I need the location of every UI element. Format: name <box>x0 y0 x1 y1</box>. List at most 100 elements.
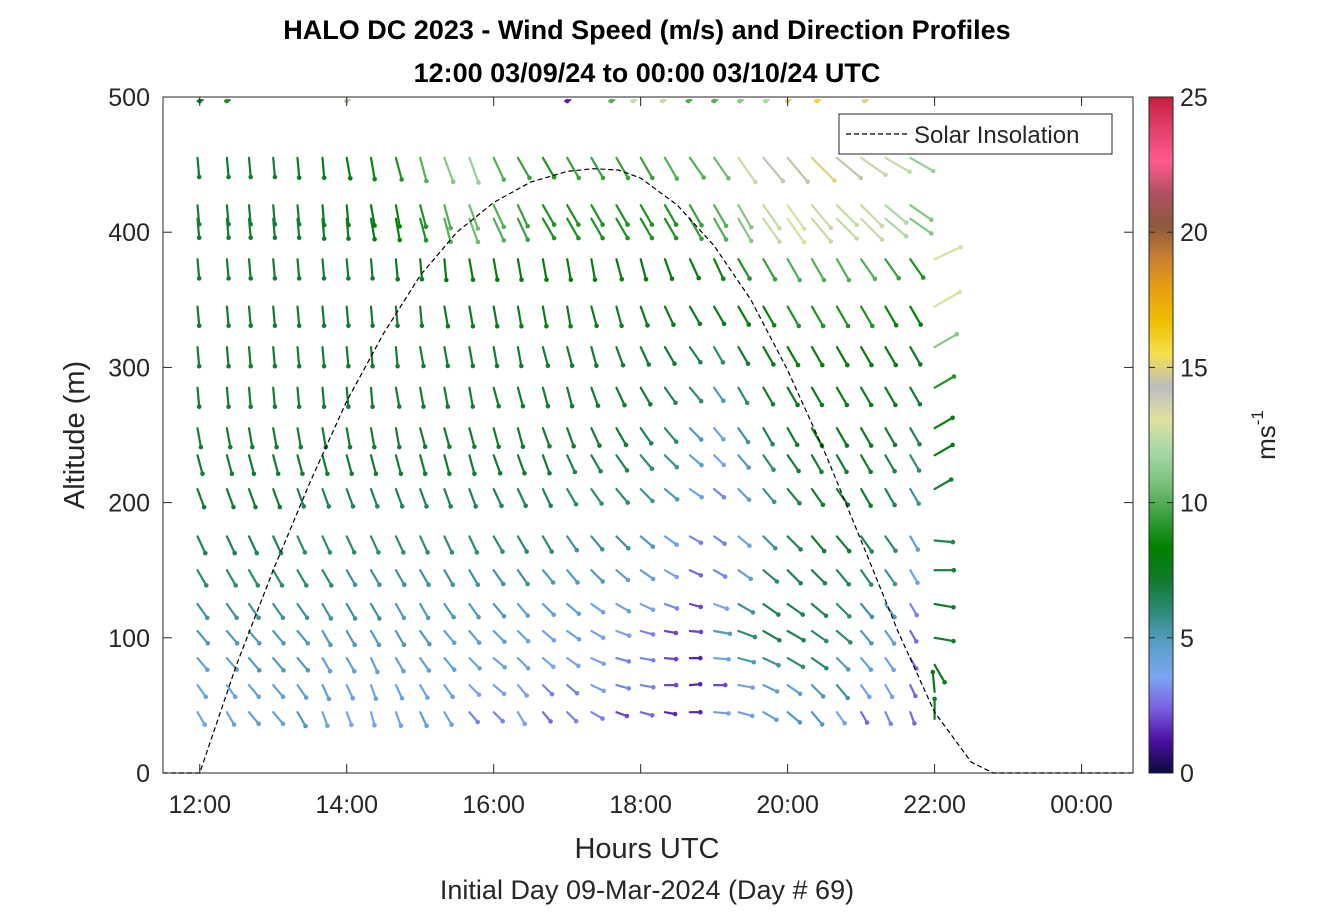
wind-vector <box>566 217 581 241</box>
wind-vector-shaft <box>835 569 850 586</box>
wind-vector-head <box>648 402 653 407</box>
wind-vector-head <box>649 222 655 227</box>
wind-vector-head <box>650 175 655 181</box>
wind-vector <box>835 569 851 587</box>
wind-vector <box>688 535 704 546</box>
wind-vector-shaft <box>492 629 506 643</box>
wind-vector-head <box>626 686 632 691</box>
wind-vector-head <box>427 641 432 647</box>
wind-vector <box>369 156 378 182</box>
wind-vector <box>296 454 305 477</box>
wind-vector <box>468 258 476 283</box>
wind-vector <box>492 569 506 587</box>
wind-vector <box>345 602 358 621</box>
wind-vector-head <box>601 661 606 667</box>
wind-vector <box>639 683 656 690</box>
wind-vector <box>884 488 897 508</box>
wind-vector-shaft <box>247 258 252 280</box>
wind-vector-head <box>450 694 456 700</box>
wind-vector-head <box>750 713 755 719</box>
wind-vector-shaft <box>762 204 781 230</box>
wind-vector <box>566 427 576 449</box>
wind-vector-shaft <box>394 569 406 586</box>
wind-vector-shaft <box>712 629 732 635</box>
wind-vector-head <box>372 176 378 182</box>
wind-vector-head <box>372 223 377 228</box>
wind-vector-shaft <box>541 427 551 448</box>
wind-vector <box>296 488 307 509</box>
wind-vector-head <box>551 638 557 643</box>
wind-vector-head <box>494 324 500 329</box>
wind-vector-head <box>724 606 730 611</box>
wind-vector-shaft <box>566 427 575 448</box>
wind-vector-shaft <box>196 427 202 449</box>
wind-vector-head <box>896 275 901 281</box>
wind-vector-head <box>272 276 278 281</box>
wind-vector-shaft <box>225 535 236 555</box>
wind-vector-shaft <box>296 711 307 728</box>
wind-vector-head <box>373 696 379 701</box>
wind-vector-shaft <box>615 217 629 240</box>
wind-vector-shaft <box>884 386 897 407</box>
wind-vector-shaft <box>737 454 750 469</box>
wind-vector-head <box>226 235 231 241</box>
wind-vector <box>762 656 781 668</box>
wind-vector-head <box>351 550 357 555</box>
wind-vector <box>909 602 919 618</box>
wind-vector <box>663 682 679 688</box>
wind-vector <box>884 217 909 239</box>
wind-vector-head <box>272 235 278 241</box>
wind-vector-shaft <box>369 217 376 241</box>
wind-vector <box>909 156 936 174</box>
wind-vector-head <box>673 400 678 406</box>
wind-vector-shaft <box>321 488 330 508</box>
wind-vector-head <box>372 723 377 728</box>
wind-vector <box>345 535 357 555</box>
wind-vector-shaft <box>835 629 852 644</box>
wind-vector-head <box>224 98 230 104</box>
wind-vector-head <box>421 363 426 369</box>
wind-vector <box>639 711 655 718</box>
wind-vector-head <box>697 321 703 327</box>
wind-vector-late <box>933 374 957 389</box>
wind-vector <box>516 204 530 229</box>
wind-vector <box>786 427 800 448</box>
wind-vector <box>909 427 922 447</box>
wind-vector-shaft <box>933 416 954 430</box>
wind-vector <box>369 305 375 329</box>
wind-vector <box>419 305 425 329</box>
wind-vector-shaft <box>345 629 356 647</box>
wind-vector-shaft <box>639 535 655 548</box>
wind-vector <box>859 488 873 509</box>
wind-vector-500m <box>762 98 770 104</box>
wind-vector-head <box>325 471 330 477</box>
wind-vector-late <box>933 539 956 545</box>
wind-vector <box>272 427 279 450</box>
wind-vector <box>225 488 236 510</box>
wind-vector-head <box>868 503 873 509</box>
wind-vector <box>225 217 231 241</box>
wind-vector <box>468 305 476 329</box>
wind-vector <box>884 427 898 448</box>
wind-vector-head <box>674 542 679 547</box>
wind-vector-head <box>721 437 726 442</box>
wind-vector-shaft <box>345 305 350 327</box>
wind-vector <box>345 258 351 281</box>
wind-vector <box>566 204 581 227</box>
x-tick-label: 16:00 <box>462 791 525 819</box>
wind-vector-head <box>296 235 302 241</box>
wind-vector-head <box>519 277 524 283</box>
wind-vector-head <box>774 689 780 694</box>
wind-vector-shaft <box>345 656 356 673</box>
wind-vector <box>394 386 402 409</box>
wind-vector-shaft <box>443 305 449 328</box>
wind-vector <box>762 454 776 473</box>
wind-vector-shaft <box>786 386 799 407</box>
wind-vector-head <box>451 667 457 672</box>
wind-vector-head <box>548 719 553 724</box>
wind-vector-head <box>660 98 665 104</box>
wind-vector <box>737 569 754 582</box>
wind-vector <box>590 629 606 641</box>
wind-vector-shaft <box>835 602 851 618</box>
wind-vector <box>688 305 703 327</box>
